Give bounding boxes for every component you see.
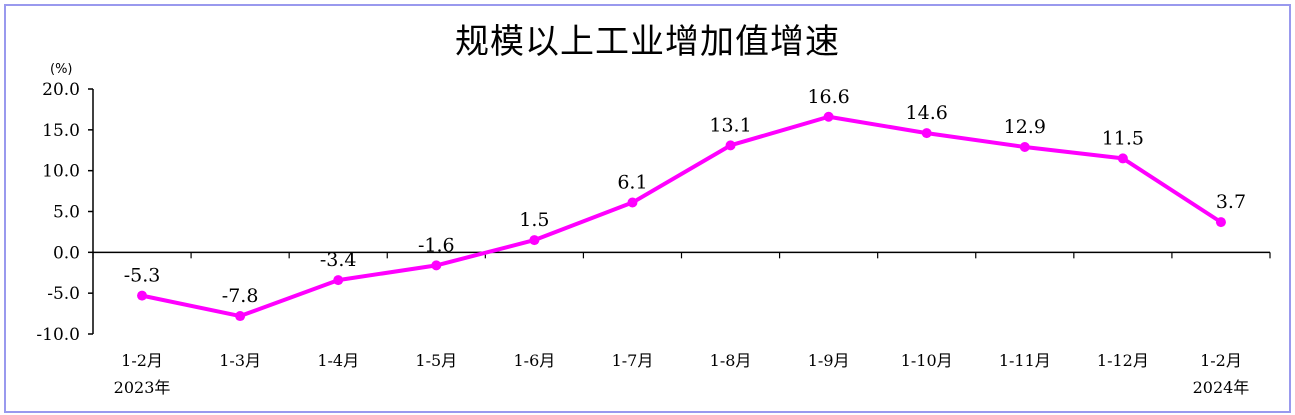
data-label: 1.5 xyxy=(519,209,549,231)
data-point xyxy=(431,260,442,271)
data-label: 13.1 xyxy=(709,114,751,136)
y-tick-label: -5.0 xyxy=(47,284,80,304)
y-tick-label: -10.0 xyxy=(36,325,80,345)
x-tick-label: 1-10月 xyxy=(901,351,953,370)
y-axis-unit: (%) xyxy=(50,62,73,77)
x-tick-label: 1-3月 xyxy=(219,351,261,370)
data-point xyxy=(333,275,344,286)
x-tick-label: 1-12月 xyxy=(1097,351,1149,370)
data-label: 6.1 xyxy=(617,172,647,194)
y-tick-label: 10.0 xyxy=(42,162,80,182)
data-point xyxy=(137,290,148,301)
chart-frame xyxy=(4,4,1291,413)
x-tick-label: 1-11月 xyxy=(999,351,1051,370)
x-tick-label: 1-2月 xyxy=(121,351,163,370)
data-label: 11.5 xyxy=(1102,127,1144,149)
data-label: -7.8 xyxy=(222,285,259,307)
series-line xyxy=(141,114,1223,319)
x-tick-label: 1-2月 xyxy=(1200,351,1242,370)
year-label: 2023年 xyxy=(114,378,171,397)
data-label: 16.6 xyxy=(807,86,849,108)
data-point xyxy=(1215,217,1226,228)
data-label: 14.6 xyxy=(906,102,948,124)
y-tick-label: 0.0 xyxy=(53,243,80,263)
data-point xyxy=(921,128,932,139)
x-tick-label: 1-9月 xyxy=(808,351,850,370)
data-label: -3.4 xyxy=(320,249,357,271)
data-label: -1.6 xyxy=(418,234,455,256)
data-point xyxy=(529,235,540,246)
data-point xyxy=(1019,141,1030,152)
x-tick-label: 1-6月 xyxy=(513,351,555,370)
data-point xyxy=(235,311,246,322)
x-tick-label: 1-7月 xyxy=(612,351,654,370)
data-point xyxy=(1117,153,1128,164)
data-point xyxy=(627,197,638,208)
y-tick-label: 20.0 xyxy=(42,80,80,100)
y-tick-label: 15.0 xyxy=(42,121,80,141)
y-tick-label: 5.0 xyxy=(53,203,80,223)
year-label: 2024年 xyxy=(1193,378,1250,397)
chart-title: 规模以上工业增加值增速 xyxy=(455,22,840,62)
data-label: -5.3 xyxy=(124,265,161,287)
data-point xyxy=(823,111,834,122)
data-label: 12.9 xyxy=(1004,116,1046,138)
x-tick-label: 1-8月 xyxy=(710,351,752,370)
data-label: 3.7 xyxy=(1216,191,1246,213)
data-point xyxy=(725,140,736,151)
x-tick-label: 1-5月 xyxy=(415,351,457,370)
x-tick-label: 1-4月 xyxy=(317,351,359,370)
